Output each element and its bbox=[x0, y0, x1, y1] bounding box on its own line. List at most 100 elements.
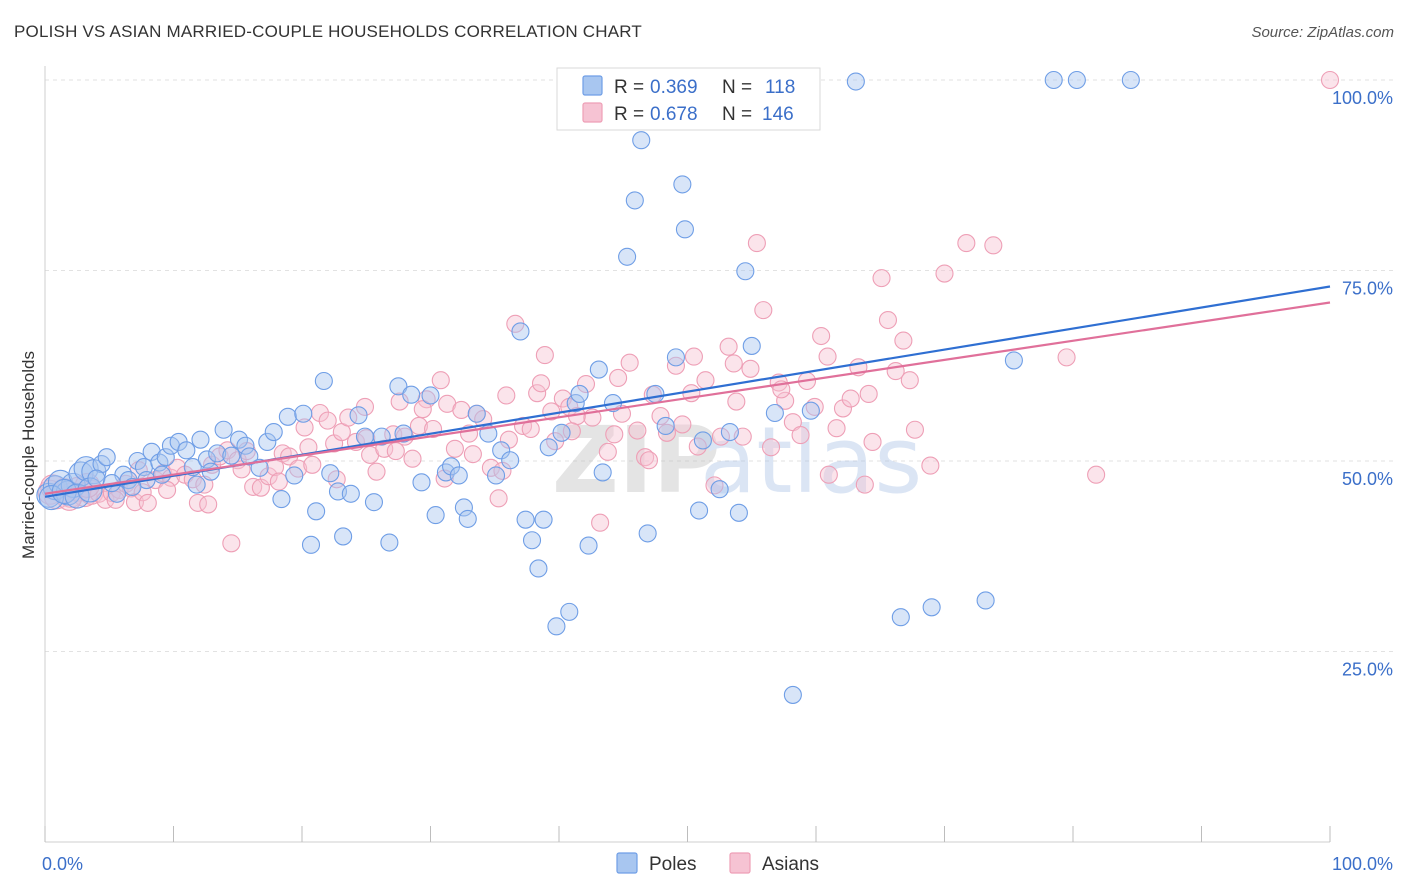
asians-point-137 bbox=[269, 472, 288, 491]
asians-point-58 bbox=[445, 439, 464, 458]
poles-point-64 bbox=[486, 466, 506, 485]
asians-point-64 bbox=[489, 489, 508, 508]
poles-point-33 bbox=[258, 432, 277, 452]
poles-point-27 bbox=[214, 420, 233, 439]
poles-point-58 bbox=[442, 457, 461, 476]
asians-point-123 bbox=[935, 264, 954, 283]
poles-point-67 bbox=[511, 322, 530, 341]
poles-point-65 bbox=[492, 441, 511, 460]
poles-point-38 bbox=[294, 404, 313, 423]
asians-point-80 bbox=[598, 442, 617, 461]
asians-point-27 bbox=[222, 534, 241, 553]
poles-point-80 bbox=[593, 463, 612, 482]
asians-point-101 bbox=[754, 301, 773, 320]
asians-point-81 bbox=[605, 425, 624, 444]
poles-point-94 bbox=[720, 422, 739, 442]
asians-point-155 bbox=[905, 420, 924, 439]
poles-point-46 bbox=[349, 406, 368, 425]
poles-point-74 bbox=[552, 423, 571, 442]
poles-point-88 bbox=[666, 348, 685, 367]
poles-point-62 bbox=[467, 404, 486, 423]
poles-point-69 bbox=[522, 531, 542, 550]
asians-point-88 bbox=[657, 423, 676, 442]
asians-point-13 bbox=[125, 493, 144, 512]
stats-r-value-asians: 0.678 bbox=[650, 104, 698, 125]
asians-point-15 bbox=[138, 493, 157, 512]
poles-point-75 bbox=[560, 602, 579, 621]
poles-point-53 bbox=[402, 385, 421, 404]
poles-point-34 bbox=[264, 422, 283, 442]
asians-point-90 bbox=[673, 415, 692, 434]
asians-point-134 bbox=[158, 480, 177, 500]
stats-swatch-poles bbox=[582, 75, 603, 96]
poles-point-105 bbox=[976, 591, 995, 610]
stats-n-value-asians: 146 bbox=[762, 104, 794, 125]
asians-point-102 bbox=[761, 438, 781, 457]
trend-lines bbox=[44, 285, 1331, 498]
poles-point-101 bbox=[801, 401, 820, 420]
poles-point-82 bbox=[618, 247, 637, 266]
asians-point-116 bbox=[863, 432, 882, 452]
asians-point-19 bbox=[168, 458, 187, 477]
poles-point-44 bbox=[334, 527, 353, 546]
asians-point-56 bbox=[431, 371, 450, 390]
asians-point-149 bbox=[639, 451, 659, 470]
poles-point-41 bbox=[314, 371, 333, 391]
stats-swatch-asians bbox=[582, 102, 603, 123]
poles-point-78 bbox=[579, 536, 598, 555]
asians-point-111 bbox=[827, 419, 846, 438]
asians-point-145 bbox=[497, 386, 516, 405]
data-points bbox=[36, 70, 1340, 704]
poles-point-107 bbox=[1044, 70, 1063, 90]
asians-point-40 bbox=[318, 411, 337, 430]
y-tick-label-3: 100.0% bbox=[1332, 88, 1393, 108]
x-tick-label-0: 0.0% bbox=[42, 854, 83, 874]
poles-point-118 bbox=[187, 475, 206, 494]
asians-point-120 bbox=[894, 331, 913, 350]
asians-point-106 bbox=[791, 426, 810, 445]
poles-point-51 bbox=[389, 377, 408, 396]
poles-point-68 bbox=[516, 510, 535, 529]
poles-point-23 bbox=[191, 430, 210, 449]
poles-point-28 bbox=[222, 446, 241, 465]
asians-point-122 bbox=[921, 456, 940, 475]
asians-point-142 bbox=[413, 400, 432, 419]
asians-point-117 bbox=[872, 269, 891, 288]
poles-point-42 bbox=[321, 464, 340, 483]
poles-point-26 bbox=[208, 444, 227, 463]
poles-point-108 bbox=[1067, 70, 1086, 90]
axes: 0.0% 100.0% bbox=[42, 66, 1393, 874]
asians-point-30 bbox=[244, 477, 263, 496]
poles-point-90 bbox=[675, 220, 694, 239]
asians-point-37 bbox=[295, 418, 314, 437]
poles-point-30 bbox=[236, 436, 255, 455]
asians-point-125 bbox=[984, 236, 1003, 255]
watermark: ZIP atlas bbox=[552, 407, 922, 514]
poles-point-92 bbox=[693, 431, 712, 450]
stats-n-value-poles: 118 bbox=[765, 77, 795, 98]
watermark-atlas: atlas bbox=[700, 407, 922, 514]
asians-point-115 bbox=[855, 475, 874, 494]
asians-point-132 bbox=[106, 490, 125, 509]
asians-trend-line bbox=[44, 301, 1331, 495]
y-tick-label-0: 25.0% bbox=[1342, 660, 1393, 680]
asians-point-109 bbox=[812, 326, 831, 346]
poles-point-86 bbox=[646, 384, 665, 403]
poles-point-61 bbox=[458, 509, 477, 528]
poles-point-72 bbox=[539, 438, 558, 457]
asians-point-126 bbox=[1057, 348, 1076, 367]
poles-point-109 bbox=[1121, 70, 1140, 90]
asians-point-121 bbox=[900, 371, 919, 390]
asians-point-99 bbox=[741, 359, 760, 378]
asians-point-38 bbox=[303, 455, 322, 474]
asians-point-127 bbox=[1087, 465, 1106, 484]
poles-point-89 bbox=[673, 175, 692, 194]
asians-point-138 bbox=[299, 438, 318, 457]
poles-point-100 bbox=[783, 685, 802, 704]
poles-point-99 bbox=[765, 403, 784, 423]
asians-point-52 bbox=[403, 449, 422, 468]
poles-point-55 bbox=[421, 386, 440, 405]
poles-point-37 bbox=[285, 466, 304, 485]
stats-n-label-asians: N = bbox=[722, 104, 752, 125]
asians-point-87 bbox=[651, 406, 670, 426]
